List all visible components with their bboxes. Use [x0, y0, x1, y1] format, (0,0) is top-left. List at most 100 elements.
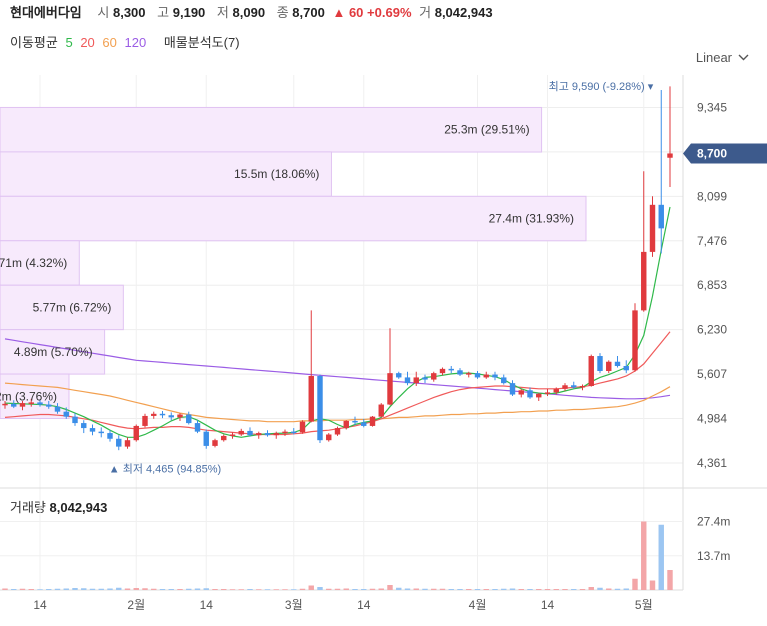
volume-bar [658, 524, 664, 590]
candle-body [649, 204, 656, 252]
candle [369, 415, 376, 427]
volume-bar [107, 588, 113, 590]
candle [46, 400, 52, 409]
volume-bar [37, 589, 43, 590]
volume-bar [606, 588, 612, 590]
volume-bar [649, 580, 656, 590]
candle-body [291, 431, 297, 434]
volume-bar [89, 588, 96, 590]
candle [299, 420, 306, 434]
candle-body [273, 433, 279, 436]
candle-body [413, 377, 419, 384]
candle-body [124, 440, 131, 447]
candle [212, 438, 218, 448]
y-tick-label: 7,476 [697, 234, 727, 248]
volume-bar [168, 589, 174, 590]
candle [89, 424, 96, 436]
volume-bar [509, 588, 516, 590]
volume-bar [221, 589, 227, 590]
y-tick-label: 4,984 [697, 412, 727, 426]
scale-label: Linear [695, 50, 732, 65]
volume-bar [562, 589, 568, 590]
volume-bar [492, 589, 498, 590]
candle [264, 430, 271, 437]
candle [98, 427, 104, 438]
candle [527, 387, 533, 399]
volume-bar [151, 588, 157, 590]
change-arrow-icon: ▲ [332, 5, 346, 20]
candle-body [483, 374, 489, 378]
volume-bar [614, 588, 621, 590]
candle-body [142, 415, 148, 426]
moving-average-legend[interactable]: 이동평균 5 20 60 120 매물분석도(7) [10, 32, 244, 51]
volume-value: 8,042,943 [434, 5, 493, 20]
candle [614, 356, 621, 368]
y-tick-label: 6,853 [697, 278, 727, 292]
candle-body [439, 368, 446, 374]
volume-profile-bar [0, 284, 124, 331]
candle [151, 411, 157, 419]
candle [326, 433, 332, 442]
volume-profile-label: 25.3m (29.51%) [444, 123, 529, 137]
candle [658, 89, 664, 254]
candle-body [588, 356, 594, 386]
high-value: 9,190 [172, 5, 206, 20]
volume-bar [571, 589, 577, 590]
candle [413, 371, 419, 386]
change-pct: +0.69% [367, 5, 412, 20]
candle [606, 360, 612, 374]
candle [37, 399, 43, 407]
volume-bar [264, 589, 271, 590]
candle [177, 413, 183, 421]
low-label: 저 [216, 5, 229, 20]
candle [667, 86, 673, 187]
volume-bar [518, 589, 524, 590]
ma5-line [4, 206, 671, 438]
candle-body [422, 377, 428, 380]
candle [544, 388, 551, 396]
current-price-label: 8,700 [697, 146, 727, 160]
candle [404, 371, 411, 386]
volume-bar [299, 588, 306, 590]
volume-bar [159, 589, 166, 590]
volume-profile-bar [0, 240, 80, 286]
volume-bar [439, 588, 446, 590]
candle-body [658, 204, 664, 229]
candle-body [194, 423, 201, 432]
candle [632, 303, 638, 372]
candle [553, 387, 559, 395]
candle-body [641, 251, 647, 311]
volume-bar [448, 589, 454, 590]
candle-body [396, 373, 402, 378]
candle-body [11, 403, 17, 407]
x-tick-label: 3월 [285, 598, 303, 612]
candle-body [614, 361, 621, 367]
volume-bar [422, 588, 428, 590]
close-value: 8,700 [292, 5, 325, 20]
low-annotation: ▲ 최저 4,465 (94.85%) [109, 463, 221, 476]
candle [623, 360, 629, 374]
candle-body [474, 373, 481, 378]
candle [282, 429, 288, 436]
candle [247, 427, 253, 437]
volume-bar [369, 588, 376, 590]
volume-label: 거 [419, 5, 432, 20]
volume-profile-label: 27.4m (31.93%) [489, 212, 574, 226]
x-tick-label: 14 [357, 598, 371, 612]
candle-body [151, 413, 157, 416]
volume-profile-bar [0, 195, 587, 242]
volume-bar [579, 589, 586, 590]
high-label: 고 [157, 5, 170, 20]
volume-profile-label: 3.71m (4.32%) [0, 256, 67, 270]
volume-bar [142, 588, 148, 590]
candle [641, 171, 647, 312]
candle [588, 354, 594, 387]
volume-bar [396, 587, 402, 590]
volume-bar [544, 589, 551, 590]
scale-selector[interactable]: Linear [696, 50, 749, 65]
candle [361, 418, 367, 428]
candle-body [606, 361, 612, 372]
x-tick-label: 14 [33, 598, 47, 612]
volume-profile-label[interactable]: 매물분석도(7) [163, 35, 240, 50]
